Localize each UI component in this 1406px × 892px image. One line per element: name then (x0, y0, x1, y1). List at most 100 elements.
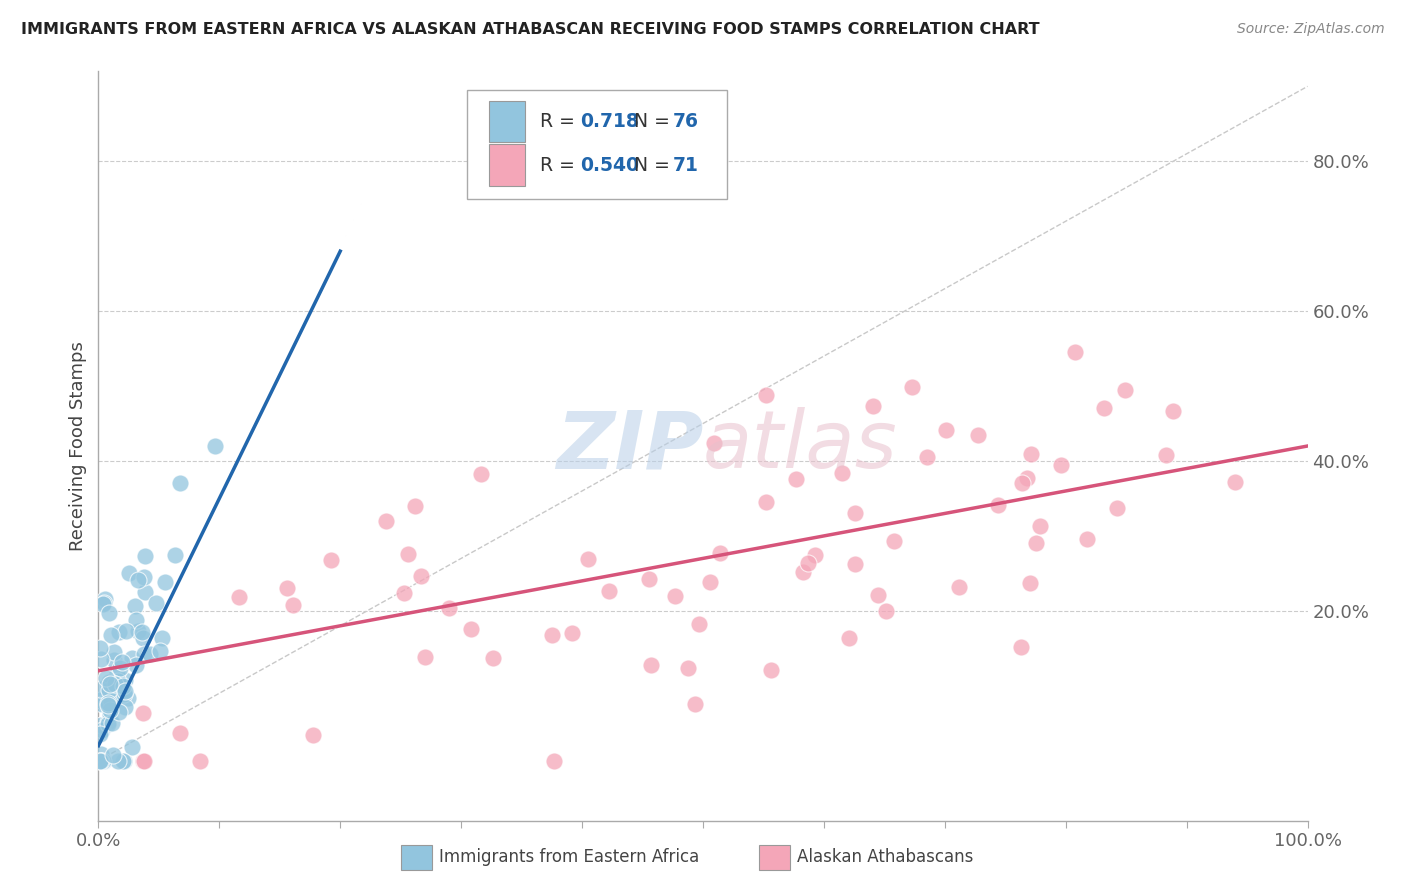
Point (785, 473, 807, 487)
Point (901, 380, 924, 394)
Point (127, 624, 149, 638)
Point (437, 601, 460, 615)
Text: 0.540: 0.540 (579, 155, 638, 175)
Point (598, 584, 620, 599)
Text: 71: 71 (672, 155, 699, 175)
Point (709, 546, 731, 560)
Point (374, 514, 396, 528)
Point (112, 754, 135, 768)
Point (321, 553, 343, 567)
Text: R =: R = (540, 112, 581, 131)
Point (89, 681, 111, 696)
Point (90, 747, 112, 762)
Point (97, 717, 120, 731)
FancyBboxPatch shape (467, 90, 727, 199)
Point (1050, 458, 1073, 472)
Point (797, 556, 820, 570)
Point (90, 651, 112, 665)
Point (482, 651, 505, 665)
Point (792, 565, 814, 579)
Text: N =: N = (634, 112, 676, 131)
Point (90, 723, 112, 738)
Point (838, 631, 860, 645)
Point (89, 754, 111, 768)
Text: N =: N = (634, 155, 676, 175)
FancyBboxPatch shape (489, 145, 526, 186)
Point (678, 661, 700, 675)
Point (127, 573, 149, 587)
Point (165, 549, 187, 563)
Point (915, 450, 938, 464)
Point (91, 754, 114, 768)
Point (90, 717, 112, 731)
Point (91, 697, 114, 711)
Point (543, 754, 565, 768)
Point (1018, 575, 1040, 590)
Point (699, 575, 721, 590)
Point (111, 655, 134, 669)
Point (97, 683, 120, 698)
Point (1161, 403, 1184, 417)
Text: ZIP: ZIP (555, 407, 703, 485)
Point (112, 687, 135, 701)
Point (107, 689, 129, 703)
Point (638, 572, 661, 586)
Point (1154, 448, 1177, 462)
Point (188, 754, 211, 768)
Point (125, 613, 148, 627)
Text: Alaskan Athabascans: Alaskan Athabascans (797, 848, 973, 866)
Point (118, 566, 141, 580)
Point (413, 650, 436, 665)
Point (640, 658, 662, 673)
Point (1015, 471, 1038, 485)
Point (107, 754, 129, 768)
Text: 0.718: 0.718 (579, 112, 638, 131)
Point (114, 699, 136, 714)
Point (883, 533, 905, 548)
Point (755, 388, 778, 402)
Point (755, 495, 778, 509)
Point (132, 706, 155, 720)
Point (90, 754, 112, 768)
Point (460, 622, 482, 636)
Point (228, 591, 250, 605)
Point (703, 435, 725, 450)
Point (149, 644, 172, 658)
Point (1076, 533, 1098, 547)
Point (688, 617, 710, 632)
Point (404, 499, 426, 513)
Point (98, 707, 121, 722)
Point (1019, 447, 1042, 461)
Point (131, 754, 153, 768)
Point (132, 647, 155, 661)
Point (1092, 401, 1115, 416)
Point (115, 624, 138, 638)
Point (89, 693, 111, 707)
Point (105, 665, 128, 680)
Point (1114, 383, 1136, 397)
Point (761, 663, 783, 677)
Point (100, 694, 122, 708)
Point (1105, 500, 1128, 515)
Point (89, 754, 111, 768)
Point (91, 597, 114, 611)
Point (396, 547, 419, 561)
Point (862, 399, 884, 413)
FancyBboxPatch shape (489, 101, 526, 142)
Point (103, 645, 125, 659)
Point (93, 597, 115, 611)
Text: atlas: atlas (703, 407, 898, 485)
Point (1225, 475, 1247, 490)
Point (93, 754, 115, 768)
Point (576, 551, 599, 566)
Y-axis label: Receiving Food Stamps: Receiving Food Stamps (69, 341, 87, 551)
Point (125, 657, 148, 672)
Point (145, 596, 167, 610)
Point (169, 476, 191, 491)
Point (948, 580, 970, 594)
Text: Immigrants from Eastern Africa: Immigrants from Eastern Africa (439, 848, 699, 866)
Point (134, 549, 156, 564)
Point (204, 439, 226, 453)
Point (132, 631, 155, 645)
Point (97, 696, 120, 710)
